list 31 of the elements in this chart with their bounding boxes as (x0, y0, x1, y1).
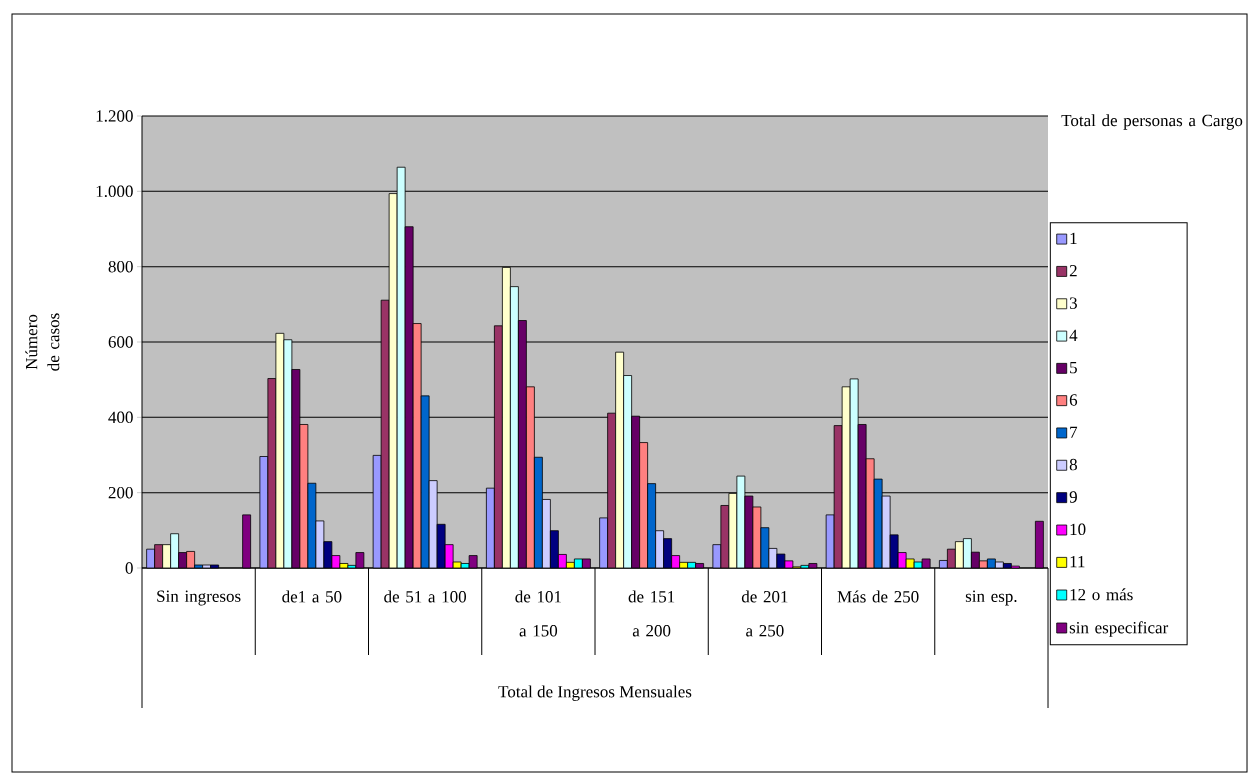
x-tick-label: Sin ingresos (157, 590, 241, 606)
legend-label: 2 (1069, 265, 1077, 277)
y-tick-label: 400 (108, 411, 133, 424)
legend-title: Total de personas a Cargo (1061, 114, 1243, 130)
category-label: de 201 a 250 (741, 590, 788, 637)
y-axis-title: Número de casos (25, 313, 60, 371)
legend-label: 3 (1069, 297, 1077, 309)
y-tick-label: 1.200 (96, 110, 133, 122)
legend-label: 4 (1069, 329, 1078, 341)
legend-label: 5 (1070, 362, 1077, 374)
legend-label: 10 (1070, 523, 1086, 536)
legend-label: 9 (1069, 491, 1077, 503)
x-axis-title: Total de Ingresos Mensuales (498, 685, 692, 701)
x-tick-label: de1 a 50 (282, 590, 342, 603)
y-tick-label: 200 (108, 486, 133, 499)
legend-label: 7 (1070, 426, 1078, 438)
category-label: de 101 a 150 (515, 590, 561, 637)
legend-label: 1 (1070, 232, 1077, 244)
category-label: de 151 a 200 (628, 590, 675, 637)
x-tick-label: sin esp. (965, 590, 1017, 606)
x-tick-label: Más de 250 (837, 590, 919, 603)
y-tick-label: 1.000 (96, 185, 133, 198)
legend-label: sin especificar (1069, 621, 1169, 637)
y-tick-label: 0 (125, 562, 133, 574)
legend-label: 12 o más (1070, 588, 1133, 601)
y-tick-label: 800 (108, 260, 133, 273)
legend-label: 6 (1069, 394, 1078, 406)
y-tick-label: 600 (108, 336, 133, 348)
x-tick-label: de 51 a 100 (384, 590, 467, 603)
legend-label: 8 (1069, 458, 1077, 471)
legend-label: 11 (1070, 556, 1085, 568)
